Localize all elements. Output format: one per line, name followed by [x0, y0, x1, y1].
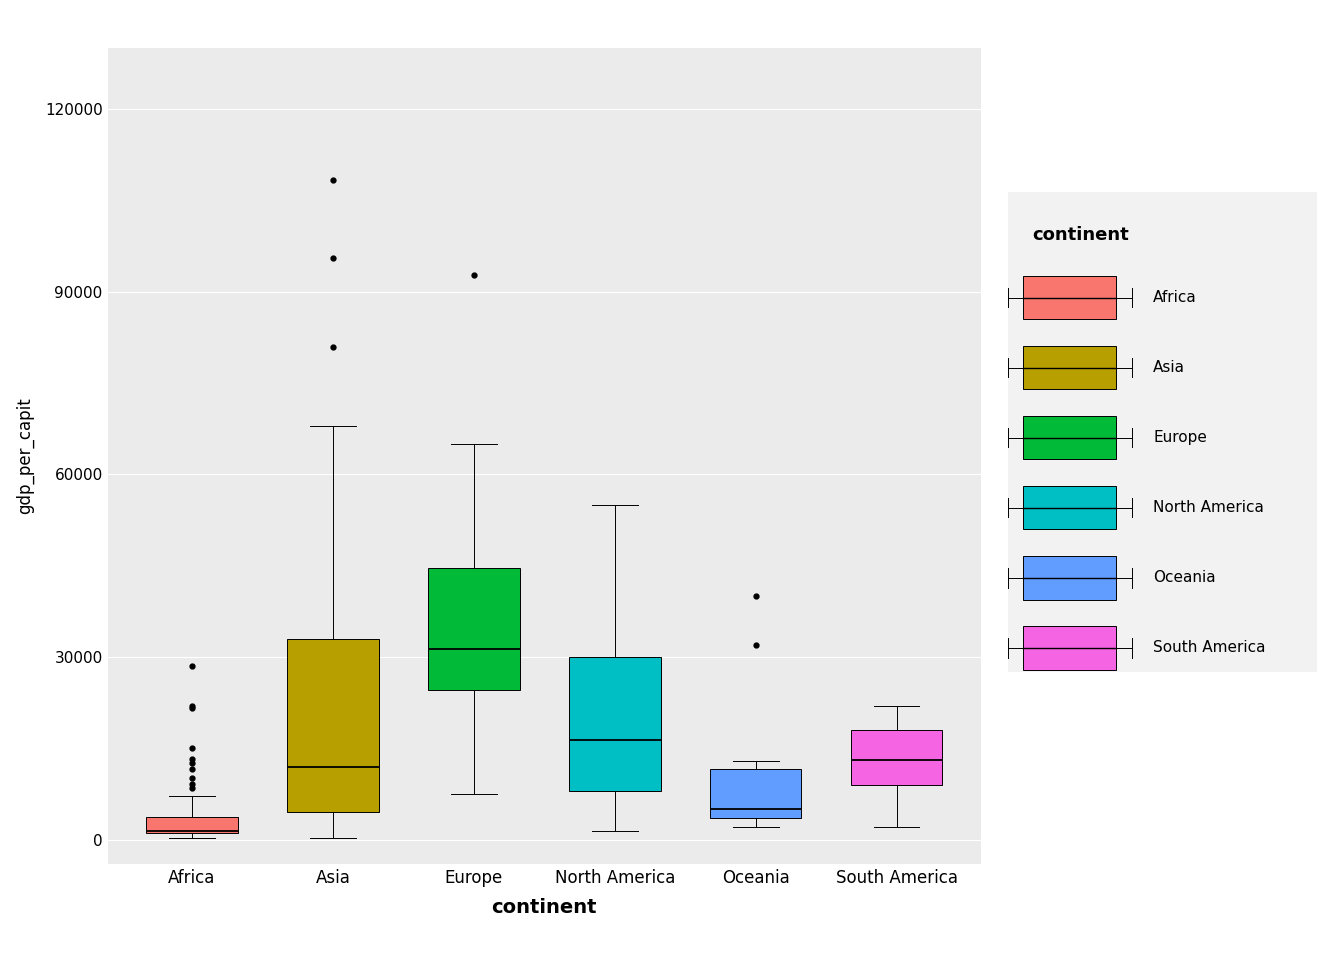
Text: Europe: Europe: [1153, 430, 1207, 445]
Text: Asia: Asia: [1153, 360, 1185, 375]
Bar: [1024, 627, 1116, 670]
PathPatch shape: [429, 567, 520, 690]
X-axis label: continent: continent: [492, 898, 597, 917]
Text: Oceania: Oceania: [1153, 570, 1216, 586]
PathPatch shape: [710, 769, 801, 818]
Bar: [1024, 417, 1116, 459]
Text: continent: continent: [1032, 226, 1129, 244]
Text: Africa: Africa: [1153, 290, 1198, 305]
Y-axis label: gdp_per_capit: gdp_per_capit: [16, 397, 34, 515]
Bar: [1024, 557, 1116, 599]
Bar: [1024, 276, 1116, 319]
PathPatch shape: [569, 657, 660, 791]
Text: North America: North America: [1153, 500, 1265, 516]
PathPatch shape: [146, 817, 238, 833]
Bar: [1024, 486, 1116, 529]
PathPatch shape: [288, 638, 379, 812]
Text: South America: South America: [1153, 640, 1266, 656]
Bar: [1024, 346, 1116, 390]
PathPatch shape: [851, 730, 942, 785]
